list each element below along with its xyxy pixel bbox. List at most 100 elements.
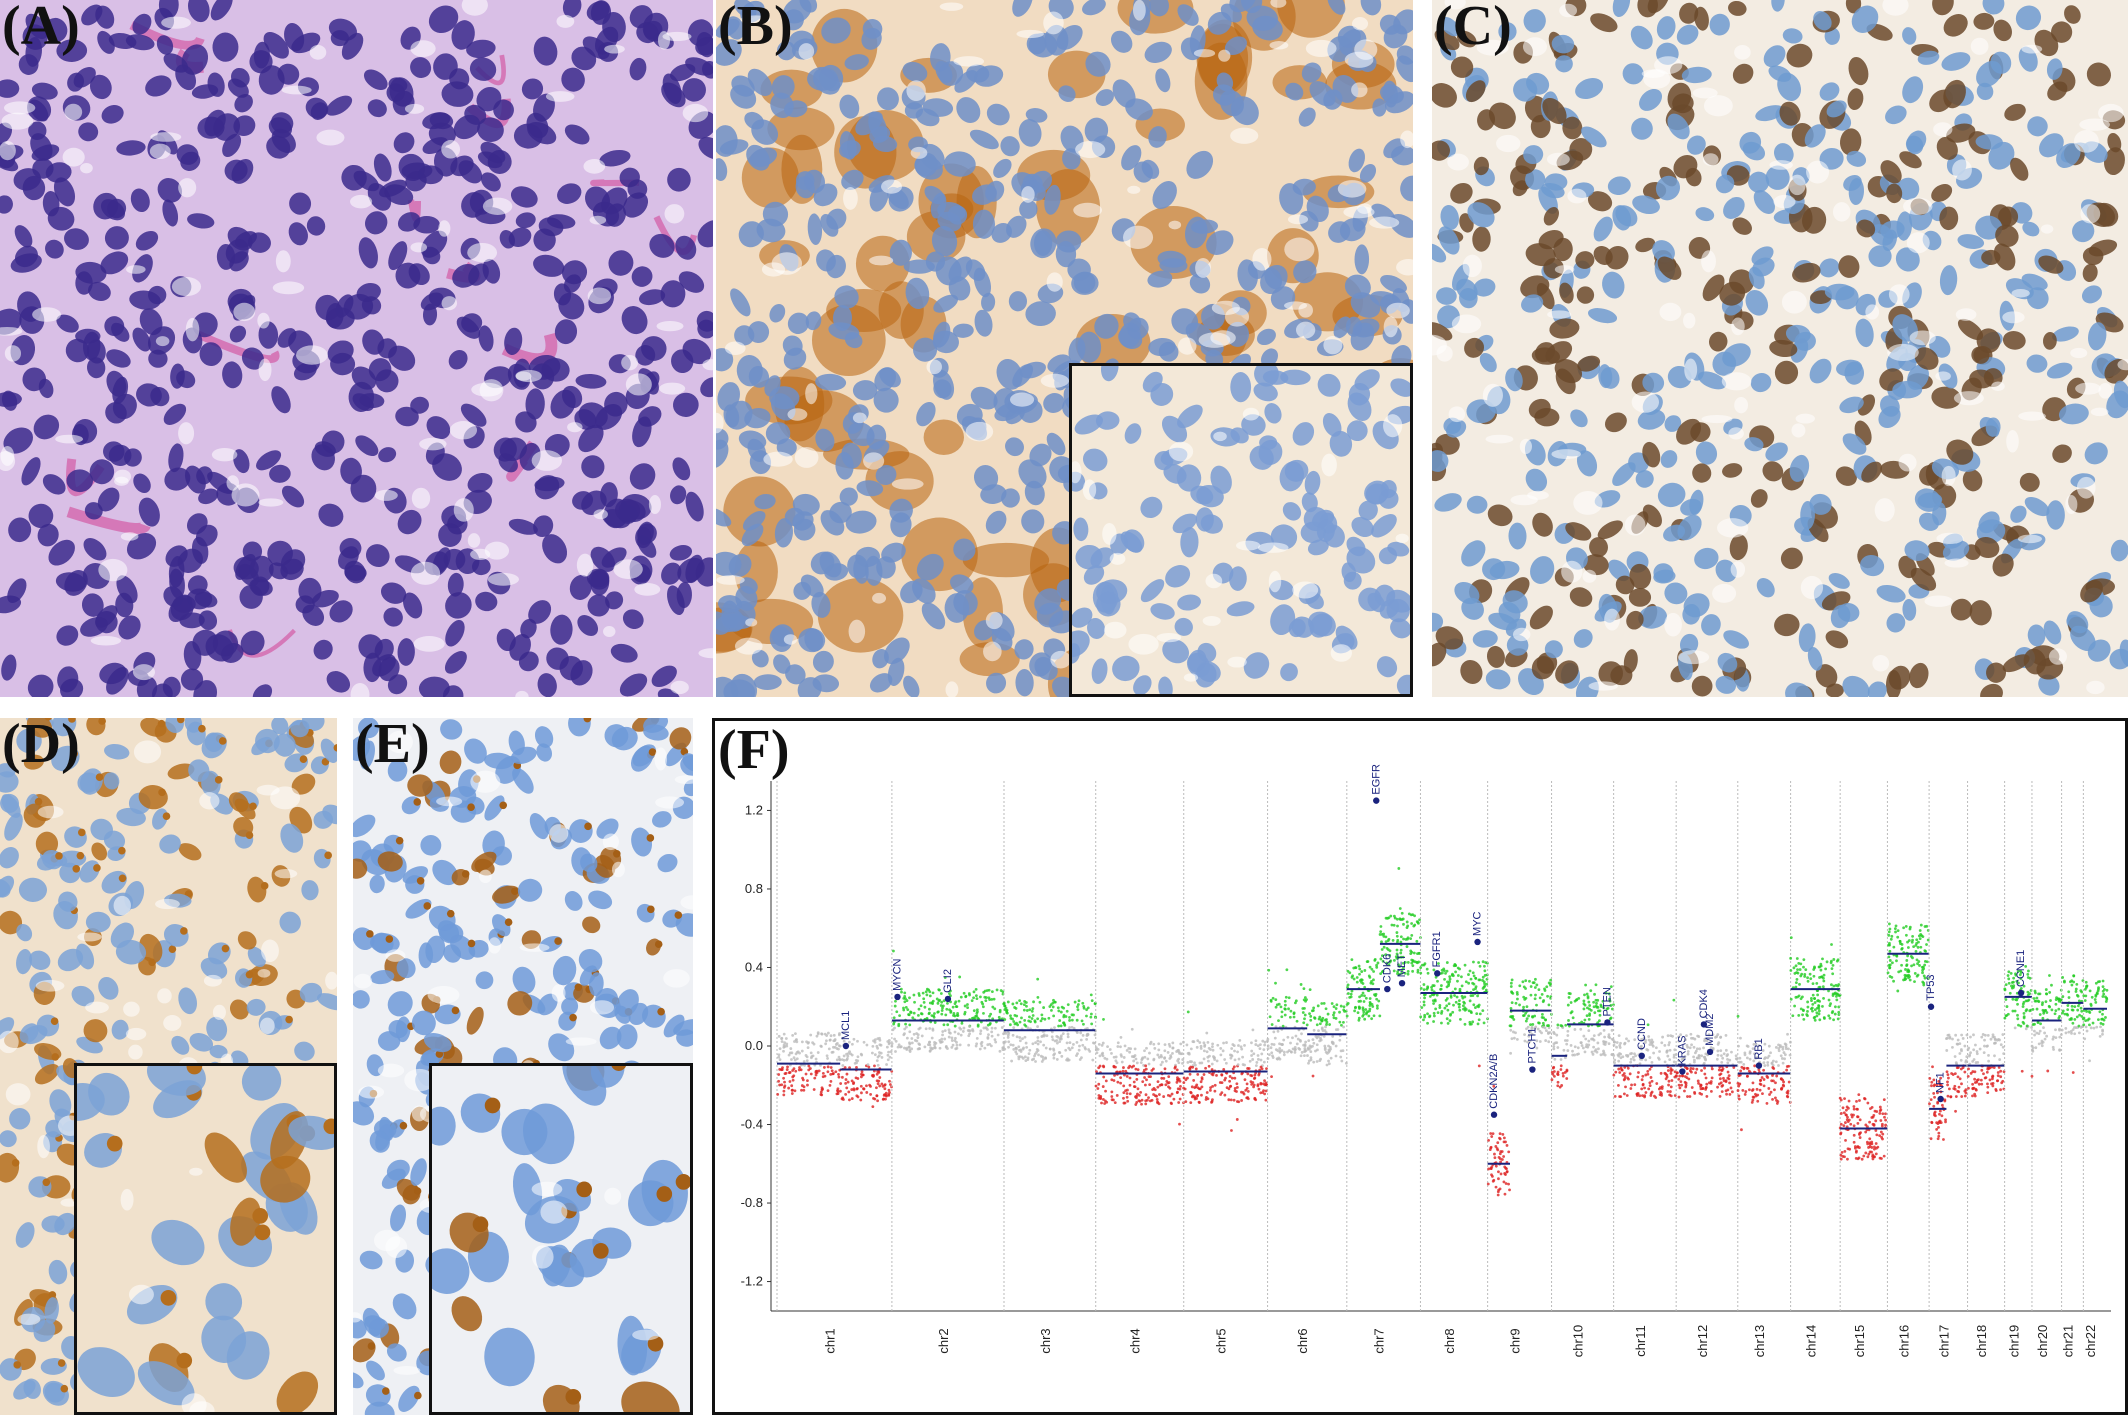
chromosome-label: chr2 <box>936 1328 951 1353</box>
y-tick-label: 0.0 <box>745 1038 763 1053</box>
chromosome-label: chr12 <box>1695 1325 1710 1358</box>
gene-marker <box>1937 1095 1944 1103</box>
chromosome-label: chr11 <box>1633 1325 1648 1357</box>
chromosome-label: chr5 <box>1214 1328 1229 1353</box>
chromosome-label: chr7 <box>1372 1328 1387 1353</box>
panel-e-label: (E) <box>355 718 430 775</box>
gene-label: PTCH1 <box>1526 1027 1538 1063</box>
chromosome-label: chr8 <box>1442 1328 1457 1353</box>
probe-points <box>838 1036 894 1109</box>
gene-label: PTEN <box>1601 987 1613 1016</box>
gene-marker <box>1679 1068 1686 1075</box>
y-tick-label: -0.4 <box>741 1117 763 1132</box>
probe-points <box>2082 979 2109 1063</box>
gene-marker <box>1638 1052 1645 1060</box>
panel-a-image <box>0 0 713 697</box>
gene-label: MYCN <box>891 958 903 990</box>
gene-marker <box>1373 797 1380 804</box>
copy-number-chart: 1.2 0.8 0.4 0.0 -0.4 -0.8 -1.2 chr1 chr2 chr3 chr4… <box>741 764 2111 1358</box>
gene-marker <box>842 1042 850 1050</box>
probe-points <box>776 1031 842 1097</box>
y-tick-label: 1.2 <box>745 802 763 817</box>
panel-b-ihc-stain: (B) <box>716 0 1413 697</box>
gene-marker <box>1927 1003 1935 1010</box>
chromosome-label: chr14 <box>1803 1325 1818 1358</box>
chromosome-label: chr19 <box>2006 1325 2021 1358</box>
panel-b-label: (B) <box>718 0 793 57</box>
gene-marker <box>1706 1048 1714 1056</box>
gene-marker <box>1604 1019 1611 1026</box>
panel-b-inset <box>1069 363 1413 697</box>
chromosome-label: chr21 <box>2060 1325 2075 1358</box>
y-tick-label: -0.8 <box>741 1195 763 1210</box>
panel-c-label: (C) <box>1434 0 1512 57</box>
gene-marker <box>1529 1066 1536 1073</box>
chromosome-label: chr17 <box>1936 1325 1951 1358</box>
gene-marker <box>2017 989 2025 997</box>
gene-marker <box>1398 979 1406 987</box>
panel-e-inset-image <box>432 1066 690 1412</box>
gene-label: MET <box>1396 954 1408 978</box>
gene-label: EGFR <box>1370 764 1382 795</box>
probe-points <box>1789 936 1842 1022</box>
panel-b-inset-image <box>1072 366 1410 694</box>
chromosome-label: chr16 <box>1896 1325 1911 1358</box>
probe-points <box>1002 977 1098 1063</box>
probe-points <box>1305 988 1348 1078</box>
panel-d-inset <box>74 1063 337 1415</box>
probe-points <box>890 949 1006 1053</box>
probe-points <box>1886 922 1930 993</box>
gene-marker <box>1700 1021 1708 1028</box>
gene-label: MYC <box>1472 911 1484 936</box>
gene-label: KRAS <box>1676 1036 1688 1066</box>
chromosome-label: chr20 <box>2035 1325 2050 1358</box>
chromosome-label: chr4 <box>1128 1328 1143 1353</box>
chromosome-label: chr1 <box>822 1328 837 1353</box>
probe-points <box>1565 983 1615 1057</box>
chromosome-label: chr22 <box>2083 1325 2098 1358</box>
gene-marker <box>1434 970 1441 977</box>
chromosome-label: chr9 <box>1508 1328 1523 1353</box>
gene-label: RB1 <box>1753 1038 1765 1059</box>
panel-d-label: (D) <box>2 718 80 775</box>
chromosome-label: chr18 <box>1974 1325 1989 1358</box>
gene-marker <box>1755 1062 1763 1069</box>
panel-e-ihc-stain: (E) <box>353 718 693 1415</box>
panel-f-copy-number-plot: 1.2 0.8 0.4 0.0 -0.4 -0.8 -1.2 chr1 chr2 chr3 chr4… <box>712 718 2128 1415</box>
gene-label: CCNE1 <box>2015 950 2027 987</box>
gene-marker <box>1474 938 1481 946</box>
gene-marker <box>1384 985 1391 993</box>
y-tick-label: 0.4 <box>745 959 763 974</box>
probe-points <box>1550 1023 1569 1089</box>
y-tick-label: -1.2 <box>741 1274 763 1289</box>
probe-points <box>2060 974 2085 1074</box>
probe-points <box>1094 1018 1186 1126</box>
panel-d-ihc-stain: (D) <box>0 718 337 1415</box>
gene-marker <box>1490 1111 1498 1118</box>
gene-marker <box>944 995 952 1003</box>
probe-points <box>1945 1033 1969 1113</box>
y-tick-label: 0.8 <box>745 881 763 896</box>
panel-d-inset-image <box>77 1066 334 1412</box>
gene-marker <box>894 993 901 1001</box>
chromosome-label: chr3 <box>1038 1328 1053 1353</box>
panel-e-inset <box>429 1063 693 1415</box>
panel-f-label: (F) <box>718 719 790 781</box>
gene-label: CDK6 <box>1381 954 1393 983</box>
gene-label: TP53 <box>1925 974 1937 1000</box>
chromosome-label: chr15 <box>1852 1325 1867 1358</box>
panel-a-he-stain: (A) <box>0 0 713 697</box>
chromosome-label: chr10 <box>1571 1325 1586 1358</box>
probe-points <box>2030 974 2063 1078</box>
probe-points <box>1612 998 1678 1099</box>
gene-label: MCL1 <box>840 1011 852 1040</box>
gene-label: NF1 <box>1935 1072 1947 1093</box>
gene-label: CDKN2A/B <box>1488 1054 1500 1109</box>
probe-points <box>1419 960 1489 1068</box>
panel-a-label: (A) <box>2 0 80 57</box>
probe-points <box>1266 968 1308 1079</box>
probe-points <box>1345 957 1382 1022</box>
gene-label: MDM2 <box>1704 1013 1716 1045</box>
panel-c-ihc-stain: (C) <box>1432 0 2128 697</box>
gene-label: GLI2 <box>942 969 954 993</box>
